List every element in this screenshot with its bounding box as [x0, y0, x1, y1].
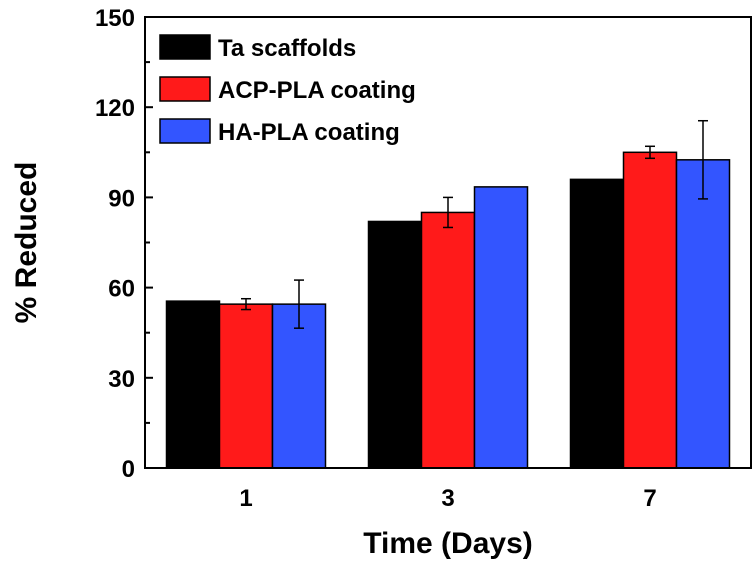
y-tick-label: 150 — [95, 5, 135, 32]
y-tick-label: 0 — [122, 456, 135, 483]
x-tick-label: 7 — [643, 485, 656, 512]
legend-swatch — [159, 34, 211, 60]
bar — [271, 303, 327, 469]
y-tick-label: 90 — [108, 185, 135, 212]
x-tick-label: 1 — [239, 485, 252, 512]
legend: Ta scaffolds ACP-PLA coating HA-PLA coatin… — [159, 34, 416, 146]
bar — [569, 178, 625, 469]
bar — [622, 151, 678, 469]
bar — [420, 211, 476, 469]
bar — [165, 300, 221, 469]
bar — [218, 303, 274, 469]
x-axis-title: Time (Days) — [363, 527, 533, 560]
legend-swatch — [159, 76, 211, 102]
x-tick-label: 3 — [441, 485, 454, 512]
bar — [675, 159, 731, 469]
legend-label: Ta scaffolds — [218, 35, 356, 62]
plot-frame — [144, 16, 752, 469]
y-axis: 0 30 60 90 120 150 — [95, 5, 153, 483]
bar — [367, 220, 423, 469]
y-axis-title: % Reduced — [10, 162, 43, 324]
legend-swatch — [159, 118, 211, 144]
bar — [473, 186, 529, 469]
y-tick-label: 30 — [108, 366, 135, 393]
y-tick-label: 120 — [95, 95, 135, 122]
legend-label: HA-PLA coating — [218, 119, 400, 146]
legend-label: ACP-PLA coating — [218, 77, 416, 104]
y-tick-label: 60 — [108, 276, 135, 303]
error-bar-group — [241, 119, 708, 329]
